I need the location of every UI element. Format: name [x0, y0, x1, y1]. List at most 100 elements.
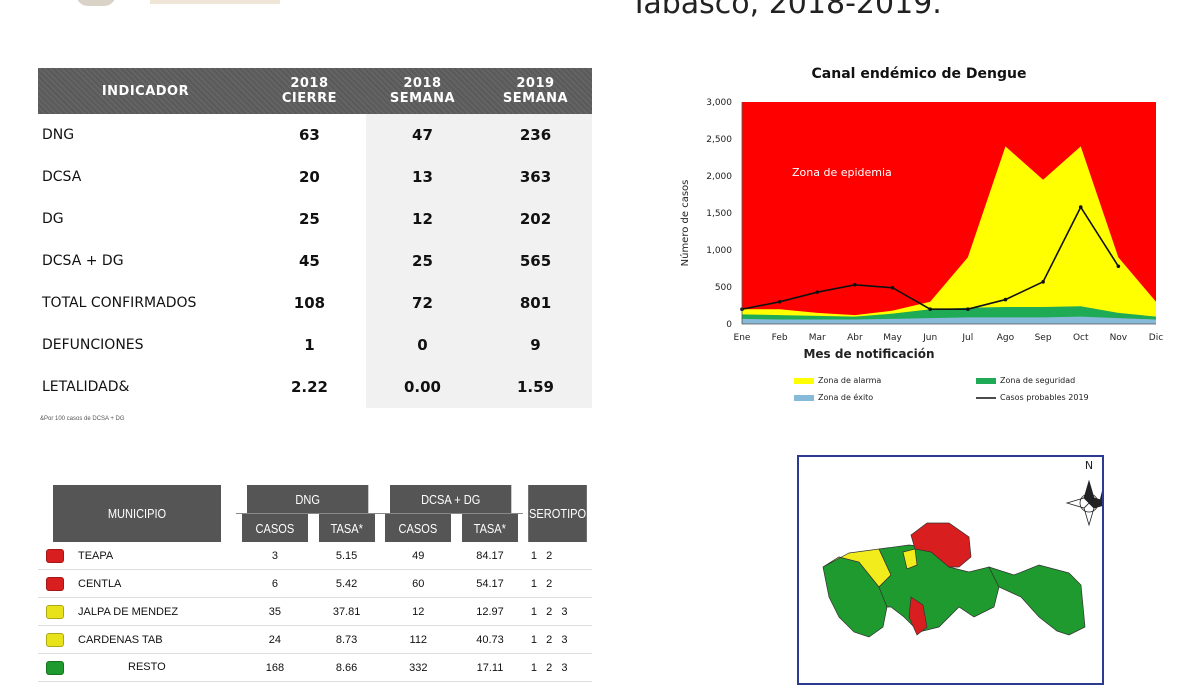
indicator-value-2018-semana: 72	[365, 282, 479, 324]
indicator-table: INDICADOR 2018 CIERRE 2018 SEMANA 2019 SEMA…	[38, 68, 592, 408]
indicator-value-2018-cierre: 45	[299, 252, 320, 270]
legend-swatch	[794, 395, 814, 401]
indicator-value-2019-semana: 363	[478, 156, 592, 198]
casos-probables-point	[1003, 297, 1008, 302]
municipio-name-cell: CARDENAS TAB	[38, 625, 236, 654]
casos-probables-point	[1116, 264, 1121, 269]
municipio-casos2: 112	[379, 625, 458, 654]
y-tick-label: 500	[715, 283, 732, 293]
tabasco-map: N	[797, 455, 1113, 685]
risk-color-square	[46, 632, 64, 647]
dng-header: DNG	[246, 485, 369, 514]
municipio-tasa2: 40.73	[457, 625, 523, 654]
x-tick-label: Jun	[922, 333, 937, 343]
casos-probables-point	[966, 307, 970, 311]
municipio-subheader-row: CASOS TASA* CASOS TASA*	[38, 513, 592, 542]
x-tick-label: Mar	[809, 333, 826, 343]
indicator-value-2019-semana: 1.59	[478, 366, 592, 408]
x-tick-label: Ago	[997, 333, 1015, 343]
casos-probables-point	[815, 290, 820, 294]
indicator-label: TOTAL CONFIRMADOS	[42, 295, 197, 311]
municipio-name: CARDENAS TAB	[78, 633, 163, 646]
municipio-row: CARDENAS TAB 24 8.73 112 40.73 1 2 3	[38, 625, 592, 654]
y-axis-label: Número de casos	[679, 180, 691, 267]
x-tick-label: Abr	[847, 333, 863, 343]
x-tick-label: Feb	[772, 333, 788, 343]
x-tick-label: Ene	[734, 333, 751, 343]
municipio-tasa1: 5.15	[313, 542, 380, 570]
y-tick-label: 1,000	[706, 246, 732, 256]
dengue-endemic-chart: 0 500 1,000 1,500 2,000 2,500 3,000 Ene Feb Mar Ab…	[679, 66, 1163, 402]
indicator-label: LETALIDAD&	[42, 379, 130, 395]
indicator-label: DCSA + DG	[42, 253, 124, 269]
indicator-label: DNG	[42, 127, 75, 143]
dcsa-dg-header: DCSA + DG	[390, 485, 513, 514]
tabasco-map-drawing: N	[822, 459, 1113, 638]
indicator-value-2018-semana: 0.00	[365, 366, 479, 408]
indicator-label: DG	[42, 211, 64, 227]
municipio-tasa2: 17.11	[457, 653, 523, 682]
indicator-value-2018-semana: 25	[365, 240, 479, 282]
municipio-row: JALPA DE MENDEZ 35 37.81 12 12.97 1 2 3	[38, 597, 592, 626]
casos-probables-point	[853, 282, 857, 287]
legend-label: Zona de seguridad	[1000, 376, 1075, 385]
risk-color-square	[46, 604, 64, 619]
municipio-tasa2: 54.17	[457, 569, 523, 598]
risk-color-square	[46, 548, 64, 563]
municipio-name-cell: TEAPA	[38, 542, 236, 570]
indicator-row: DG 25 12 202	[38, 198, 592, 240]
municipio-row: TEAPA 3 5.15 49 84.17 1 2	[38, 542, 592, 570]
municipio-casos2: 12	[379, 597, 458, 626]
legend-label: Casos probables 2019	[1000, 393, 1089, 402]
municipio-name: RESTO	[128, 661, 166, 674]
casos-probables-point	[890, 285, 895, 290]
serotipo-header: SEROTIPO	[528, 485, 587, 542]
municipio-serotipo: 1 2	[522, 542, 592, 570]
indicator-value-2018-cierre: 20	[299, 168, 320, 186]
x-tick-label: Jul	[961, 333, 973, 343]
risk-color-square	[46, 576, 64, 591]
municipio-table: MUNICIPIO DNG DCSA + DG SEROTIPO CASOS T…	[38, 485, 592, 682]
indicator-row: DNG 63 47 236	[38, 114, 592, 156]
municipio-casos1: 35	[236, 597, 314, 626]
municipio-name-cell: JALPA DE MENDEZ	[38, 597, 236, 626]
indicator-value-2018-cierre: 108	[293, 294, 326, 312]
map-region-centla	[910, 522, 972, 568]
indicator-value-2018-semana: 12	[365, 198, 479, 240]
indicator-header-cell: 2018 CIERRE	[252, 68, 366, 114]
tasa-header: TASA*	[462, 513, 518, 542]
municipio-casos2: 60	[379, 569, 458, 598]
indicator-value-2019-semana: 801	[478, 282, 592, 324]
municipio-serotipo: 1 2 3	[522, 625, 592, 654]
municipio-serotipo: 1 2 3	[522, 653, 592, 682]
casos-probables-point	[777, 300, 782, 304]
map-region-teapa	[908, 596, 928, 636]
y-tick-label: 1,500	[706, 209, 732, 219]
indicator-value-2018-cierre: 1	[304, 336, 315, 354]
municipio-name: TEAPA	[78, 549, 114, 562]
indicator-row: TOTAL CONFIRMADOS 108 72 801	[38, 282, 592, 324]
indicator-row: DEFUNCIONES 1 0 9	[38, 324, 592, 366]
indicator-label: DCSA	[42, 169, 82, 185]
y-tick-label: 3,000	[706, 98, 732, 108]
indicator-label: DEFUNCIONES	[42, 337, 144, 353]
casos-probables-point	[1078, 205, 1083, 209]
municipio-casos1: 6	[236, 569, 314, 598]
north-label: N	[1085, 459, 1093, 472]
risk-color-square	[46, 660, 64, 675]
epidemic-zone-label: Zona de epidemia	[792, 166, 892, 179]
indicator-value-2018-cierre: 25	[299, 210, 320, 228]
municipio-tasa2: 84.17	[457, 542, 523, 570]
indicator-row: DCSA 20 13 363	[38, 156, 592, 198]
x-tick-label: Sep	[1035, 333, 1052, 343]
municipio-name-cell: RESTO	[38, 653, 236, 682]
indicator-row: LETALIDAD& 2.22 0.00 1.59	[38, 366, 592, 408]
indicator-header-cell: 2019 SEMANA	[478, 68, 592, 114]
municipio-casos1: 24	[236, 625, 314, 654]
municipio-row: CENTLA 6 5.42 60 54.17 1 2	[38, 569, 592, 598]
indicator-value-2018-semana: 13	[365, 156, 479, 198]
alarm-zone-area	[742, 146, 1156, 324]
municipio-casos2: 49	[379, 542, 458, 570]
y-tick-label: 2,500	[706, 135, 732, 145]
municipio-serotipo: 1 2	[522, 569, 592, 598]
